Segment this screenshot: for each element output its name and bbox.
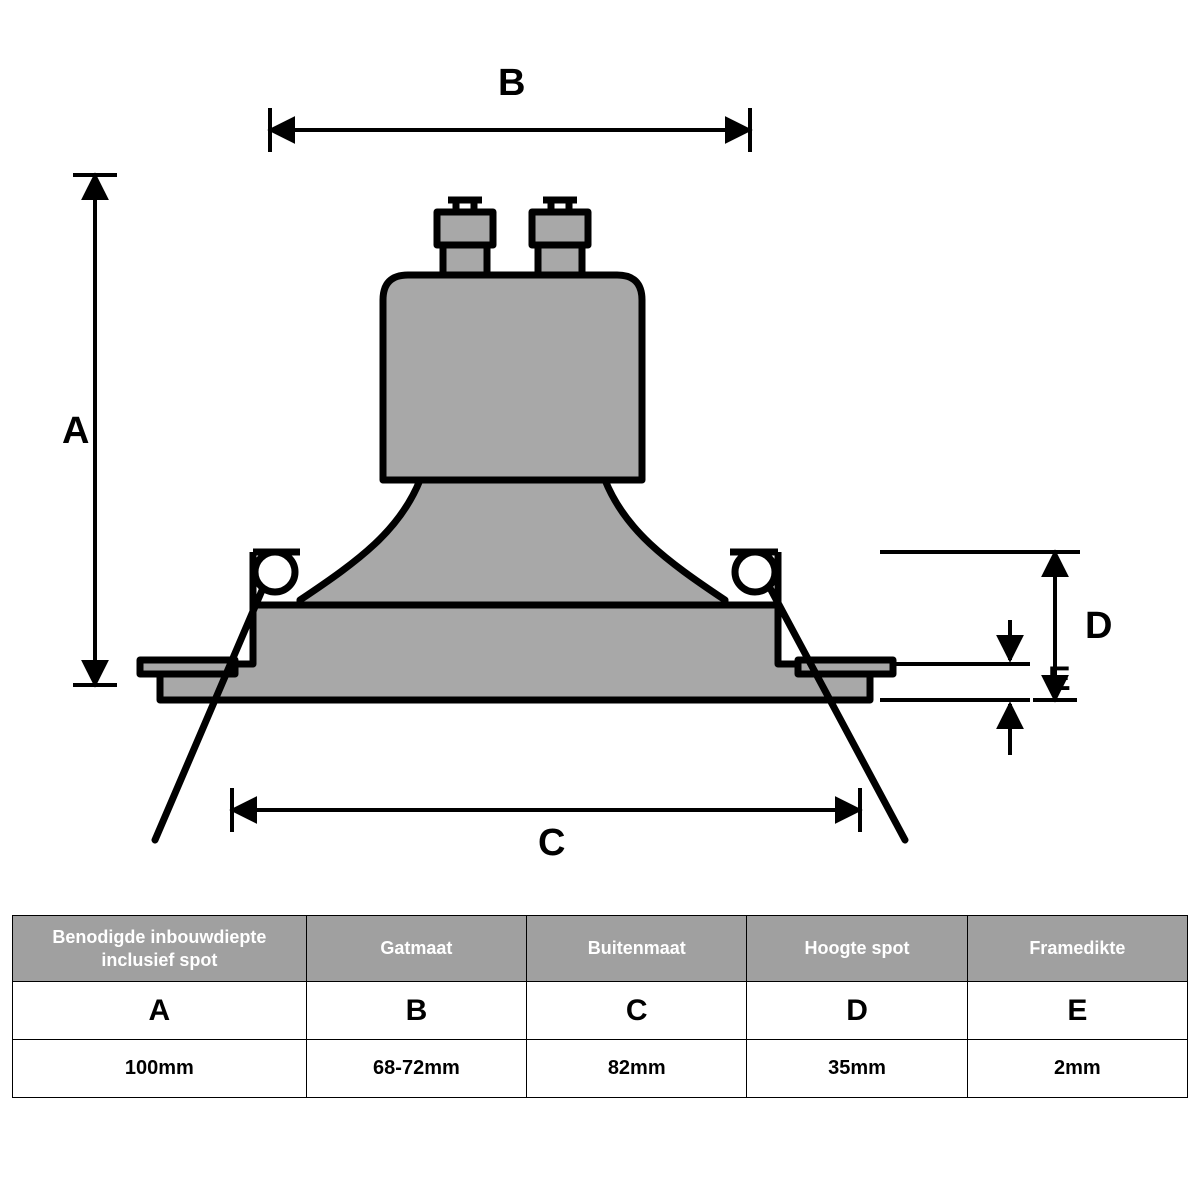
- spec-header: Gatmaat: [306, 916, 526, 982]
- spec-letter: A: [13, 982, 307, 1040]
- label-A: A: [62, 410, 89, 453]
- dim-B: [270, 108, 750, 152]
- label-D: D: [1085, 605, 1112, 648]
- spec-header: Buitenmaat: [527, 916, 747, 982]
- label-C: C: [538, 822, 565, 865]
- spec-table: Benodigde inbouwdiepte inclusief spot Ga…: [12, 915, 1188, 1098]
- spec-value: 2mm: [967, 1040, 1187, 1098]
- spec-value: 35mm: [747, 1040, 967, 1098]
- spec-value: 68-72mm: [306, 1040, 526, 1098]
- spec-header: Hoogte spot: [747, 916, 967, 982]
- diagram-svg: [0, 0, 1200, 900]
- label-E: E: [1048, 660, 1071, 699]
- dim-E: [880, 620, 1030, 755]
- spec-header-row: Benodigde inbouwdiepte inclusief spot Ga…: [13, 916, 1188, 982]
- spec-header: Framedikte: [967, 916, 1187, 982]
- spec-letter: D: [747, 982, 967, 1040]
- spec-value-row: 100mm 68-72mm 82mm 35mm 2mm: [13, 1040, 1188, 1098]
- spec-letter: C: [527, 982, 747, 1040]
- label-B: B: [498, 62, 525, 105]
- spec-value: 100mm: [13, 1040, 307, 1098]
- spec-letter: B: [306, 982, 526, 1040]
- spec-letter: E: [967, 982, 1187, 1040]
- spec-table-wrap: Benodigde inbouwdiepte inclusief spot Ga…: [12, 915, 1188, 1098]
- gu10-bulb: [300, 200, 725, 605]
- spec-header: Benodigde inbouwdiepte inclusief spot: [13, 916, 307, 982]
- spec-letter-row: A B C D E: [13, 982, 1188, 1040]
- spec-value: 82mm: [527, 1040, 747, 1098]
- technical-diagram: B A C D E: [0, 0, 1200, 900]
